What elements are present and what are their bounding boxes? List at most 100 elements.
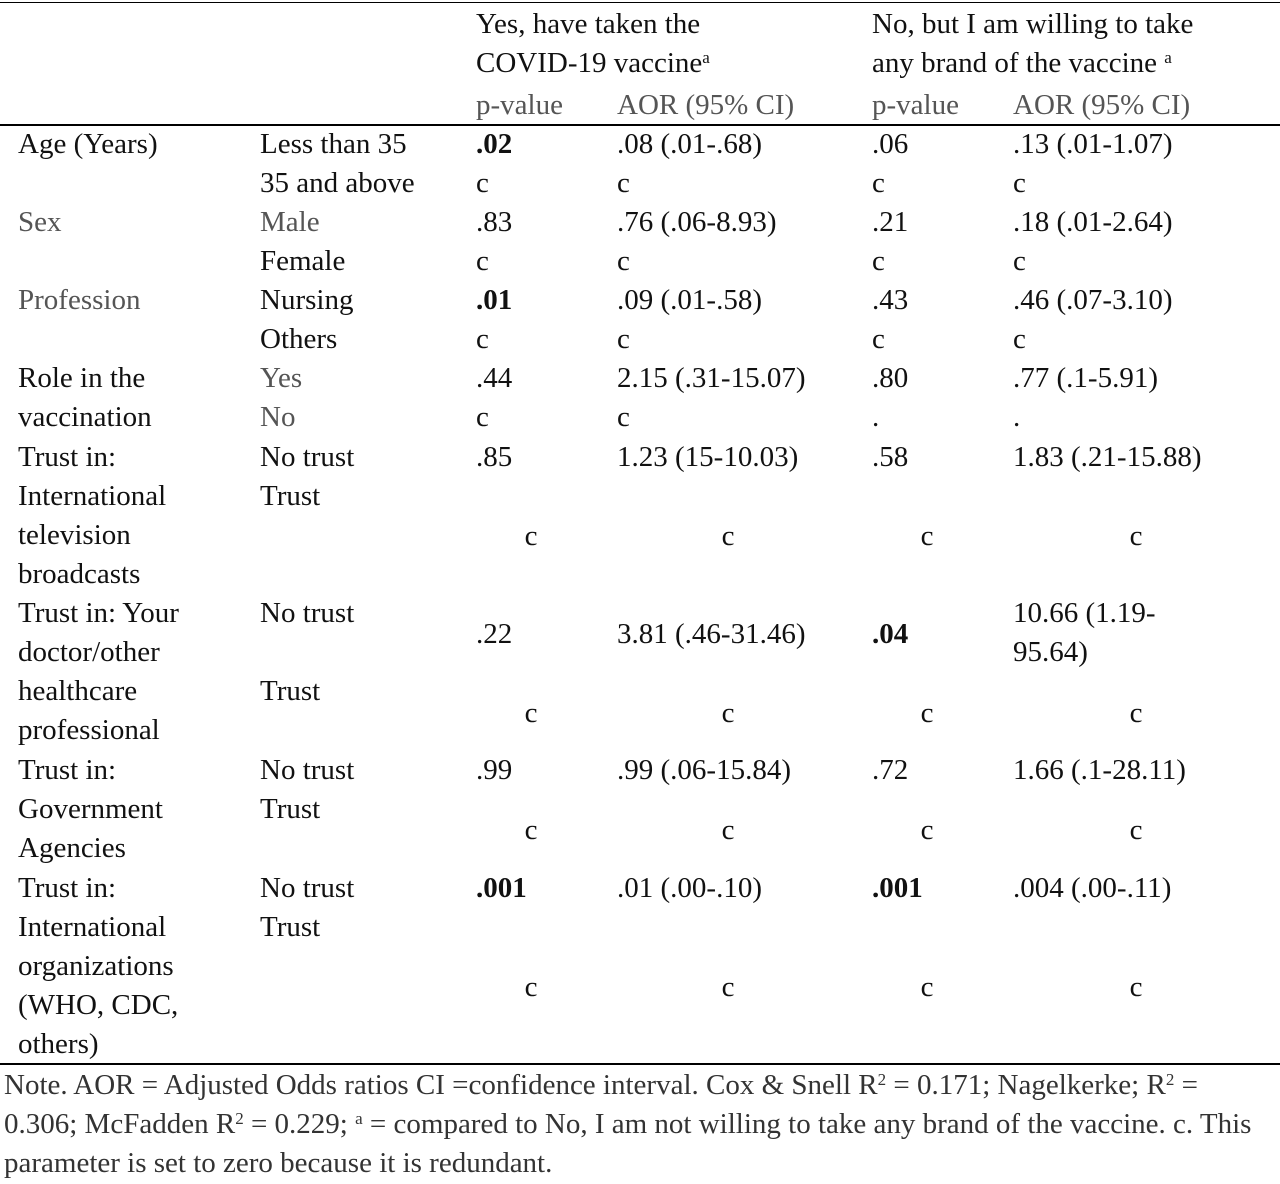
row-role-variable-l1: Role in the — [18, 362, 146, 394]
note-sup-1: 2 — [877, 1070, 887, 1089]
col-header-aor-2: AOR (95% CI) — [1013, 89, 1191, 121]
note-text-3: = 0.306; McFadden R — [4, 1069, 1198, 1140]
row-age-p2: .06 — [872, 128, 909, 160]
row-age-variable: Age (Years) — [18, 128, 158, 160]
col-header-aor-1: AOR (95% CI) — [617, 89, 795, 121]
row-intl-cat2: Trust — [260, 911, 321, 943]
row-age-ref-p1: c — [476, 167, 489, 199]
row-gov-cat1: No trust — [260, 754, 355, 786]
row-age-ref-aor2: c — [1013, 167, 1026, 199]
row-sex-ref-p1: c — [476, 245, 489, 277]
row-sex-variable: Sex — [18, 206, 62, 238]
row-tv-cat1: No trust — [260, 441, 355, 473]
row-gov-ref-p2: c — [920, 814, 934, 846]
group2-footnote-marker: a — [1164, 48, 1172, 67]
top-rule — [0, 2, 1280, 3]
row-doctor-p1: .22 — [476, 618, 513, 650]
row-profession-cat1: Nursing — [260, 284, 354, 316]
row-doctor-variable-l2: doctor/other — [18, 636, 160, 668]
row-intl-p1: .001 — [476, 872, 527, 904]
col-header-pvalue-2: p-value — [872, 89, 959, 121]
row-role-cat1: Yes — [260, 362, 303, 394]
row-role-aor1: 2.15 (.31-15.07) — [617, 362, 806, 394]
row-tv-cat2: Trust — [260, 480, 321, 512]
row-intl-variable-l5: others) — [18, 1028, 99, 1060]
row-sex-ref-aor1: c — [617, 245, 630, 277]
row-intl-aor2: .004 (.00-.11) — [1013, 872, 1172, 904]
row-age-ref-aor1: c — [617, 167, 630, 199]
row-gov-ref-aor1: c — [721, 814, 735, 846]
group1-footnote-marker: a — [702, 48, 710, 67]
row-profession-aor2: .46 (.07-3.10) — [1013, 284, 1173, 316]
row-doctor-ref-aor2: c — [1129, 697, 1143, 729]
note-text-1: Note. AOR = Adjusted Odds ratios CI =con… — [4, 1069, 878, 1101]
row-gov-p1: .99 — [476, 754, 513, 786]
note-sup-4: a — [355, 1109, 363, 1128]
row-age-cat1: Less than 35 — [260, 128, 407, 160]
group1-heading-l2: COVID-19 vaccinea — [476, 44, 710, 83]
row-intl-ref-aor2: c — [1129, 971, 1143, 1003]
row-profession-p2: .43 — [872, 284, 909, 316]
row-tv-variable-l3: television — [18, 519, 131, 551]
row-tv-aor2: 1.83 (.21-15.88) — [1013, 441, 1202, 473]
group1-heading: Yes, have taken the — [476, 5, 700, 44]
row-age-aor2: .13 (.01-1.07) — [1013, 128, 1173, 160]
row-tv-aor1: 1.23 (15-10.03) — [617, 441, 799, 473]
row-role-aor2: .77 (.1-5.91) — [1013, 362, 1158, 394]
row-intl-variable-l3: organizations — [18, 950, 174, 982]
row-gov-cat2: Trust — [260, 793, 321, 825]
group1-heading-line1: Yes, have taken the — [476, 8, 701, 40]
row-tv-ref-aor1: c — [721, 520, 735, 552]
note-text-2: = 0.171; Nagelkerke; R — [886, 1069, 1166, 1101]
row-doctor-ref-p1: c — [524, 697, 538, 729]
row-gov-aor1: .99 (.06-15.84) — [617, 754, 791, 786]
row-intl-cat1: No trust — [260, 872, 355, 904]
row-sex-ref-aor2: c — [1013, 245, 1026, 277]
row-sex-cat1: Male — [260, 206, 320, 238]
row-age-cat2: 35 and above — [260, 167, 415, 199]
row-doctor-variable-l1: Trust in: Your — [18, 597, 179, 629]
row-tv-ref-p2: c — [920, 520, 934, 552]
header-rule — [0, 124, 1280, 126]
row-tv-ref-aor2: c — [1129, 520, 1143, 552]
note-sup-3: 2 — [235, 1109, 244, 1128]
row-sex-ref-p2: c — [872, 245, 885, 277]
row-tv-p1: .85 — [476, 441, 513, 473]
row-age-ref-p2: c — [872, 167, 885, 199]
row-sex-aor2: .18 (.01-2.64) — [1013, 206, 1173, 238]
row-gov-variable-l1: Trust in: — [18, 754, 117, 786]
row-sex-cat2: Female — [260, 245, 346, 277]
row-profession-aor1: .09 (.01-.58) — [617, 284, 762, 316]
row-doctor-p2: .04 — [872, 618, 909, 650]
row-intl-ref-p1: c — [524, 971, 538, 1003]
row-tv-p2: .58 — [872, 441, 909, 473]
row-role-ref-p1: c — [476, 401, 489, 433]
row-sex-aor1: .76 (.06-8.93) — [617, 206, 777, 238]
row-gov-p2: .72 — [872, 754, 909, 786]
row-tv-variable-l1: Trust in: — [18, 441, 117, 473]
row-doctor-cat1: No trust — [260, 597, 355, 629]
row-gov-variable-l3: Agencies — [18, 832, 126, 864]
row-profession-ref-aor1: c — [617, 323, 630, 355]
row-role-p1: .44 — [476, 362, 513, 394]
row-profession-ref-p2: c — [872, 323, 885, 355]
row-profession-cat2: Others — [260, 323, 338, 355]
row-doctor-aor2-l2: 95.64) — [1013, 636, 1088, 668]
row-profession-ref-p1: c — [476, 323, 489, 355]
row-doctor-variable-l4: professional — [18, 714, 160, 746]
row-doctor-aor2-l1: 10.66 (1.19- — [1013, 597, 1156, 629]
row-gov-aor2: 1.66 (.1-28.11) — [1013, 754, 1186, 786]
row-intl-ref-p2: c — [920, 971, 934, 1003]
row-role-cat2: No — [260, 401, 296, 433]
row-role-ref-aor1: c — [617, 401, 630, 433]
row-intl-variable-l1: Trust in: — [18, 872, 117, 904]
row-gov-variable-l2: Government — [18, 793, 163, 825]
row-intl-aor1: .01 (.00-.10) — [617, 872, 762, 904]
row-gov-ref-p1: c — [524, 814, 538, 846]
row-tv-variable-l4: broadcasts — [18, 558, 141, 590]
row-role-ref-p2: . — [872, 401, 880, 433]
row-role-ref-aor2: . — [1013, 401, 1021, 433]
note-sup-2: 2 — [1165, 1070, 1175, 1089]
row-doctor-cat2: Trust — [260, 675, 321, 707]
note-text-4: = 0.229; — [243, 1108, 356, 1140]
